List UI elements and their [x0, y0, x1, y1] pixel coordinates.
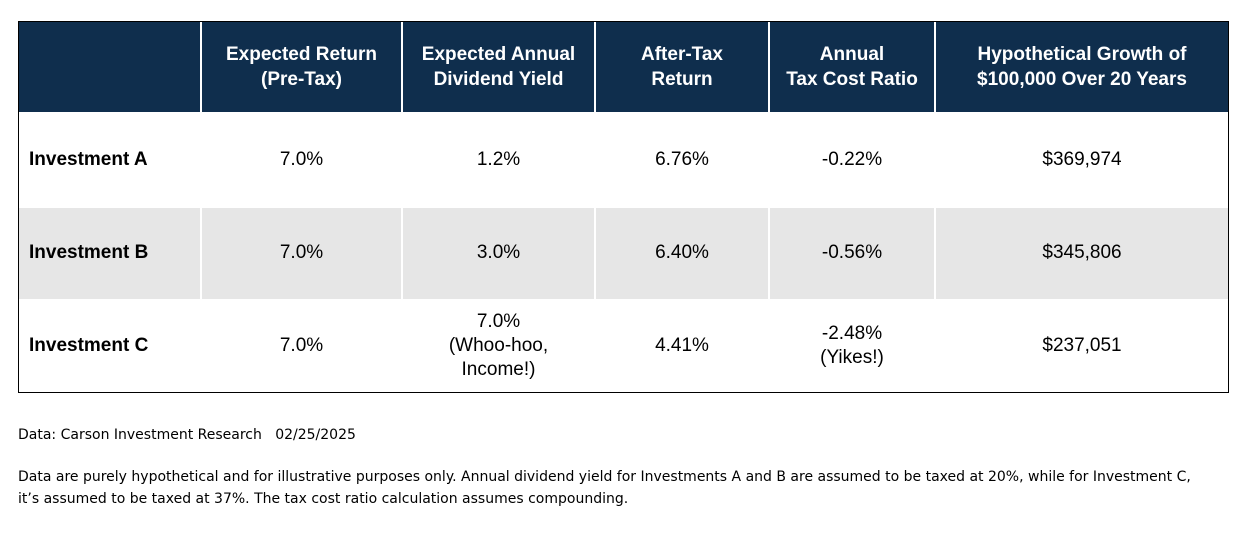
cell-dividend-yield: 3.0% — [401, 207, 595, 300]
cell-value: -2.48% — [821, 322, 883, 344]
cell-value: 6.76% — [655, 148, 709, 170]
cell-value: 1.2% — [476, 148, 521, 170]
cell-note: (Whoo-hoo, — [448, 334, 549, 356]
cell-dividend-yield: 7.0% (Whoo-hoo, Income!) — [401, 299, 595, 392]
cell-expected-return: 7.0% — [200, 112, 402, 208]
cell-tax-cost-ratio: -0.56% — [768, 207, 935, 300]
disclaimer-line-2: it’s assumed to be taxed at 37%. The tax… — [18, 491, 629, 507]
cell-hypothetical-growth: $237,051 — [934, 299, 1228, 392]
header-hypothetical-growth: Hypothetical Growth of $100,000 Over 20 … — [934, 22, 1228, 112]
header-text: Dividend Yield — [433, 69, 564, 90]
header-expected-return: Expected Return (Pre-Tax) — [200, 22, 402, 112]
header-dividend-yield: Expected Annual Dividend Yield — [401, 22, 595, 112]
cell-after-tax-return: 6.76% — [594, 112, 769, 208]
header-row: Expected Return (Pre-Tax) Expected Annua… — [19, 22, 1228, 112]
cell-value: $345,806 — [1042, 242, 1122, 264]
cell-value: 3.0% — [476, 242, 521, 264]
header-text: Expected Annual — [421, 44, 576, 65]
row-label: Investment C — [19, 299, 201, 392]
cell-expected-return: 7.0% — [200, 207, 402, 300]
cell-after-tax-return: 4.41% — [594, 299, 769, 392]
row-label: Investment A — [19, 112, 201, 208]
cell-note: (Yikes!) — [820, 346, 884, 368]
cell-value: 7.0% — [476, 310, 521, 332]
cell-tax-cost-ratio: -2.48% (Yikes!) — [768, 299, 935, 392]
header-text: Expected Return — [226, 44, 377, 65]
comparison-table-frame: Expected Return (Pre-Tax) Expected Annua… — [18, 21, 1229, 393]
cell-note: Income!) — [461, 358, 536, 380]
cell-dividend-yield: 1.2% — [401, 112, 595, 208]
cell-value: -0.56% — [821, 242, 883, 264]
cell-after-tax-return: 6.40% — [594, 207, 769, 300]
header-text: Annual — [819, 44, 885, 65]
header-tax-cost-ratio: Annual Tax Cost Ratio — [768, 22, 935, 112]
table-row-investment-c: Investment C 7.0% 7.0% (Whoo-hoo, Income… — [19, 299, 1228, 392]
cell-value: 7.0% — [279, 148, 324, 170]
cell-value: 7.0% — [279, 334, 324, 356]
comparison-table: Expected Return (Pre-Tax) Expected Annua… — [19, 22, 1228, 392]
header-after-tax-return: After-Tax Return — [594, 22, 769, 112]
header-text: $100,000 Over 20 Years — [977, 69, 1187, 90]
disclaimer-line-1: Data are purely hypothetical and for ill… — [18, 469, 1191, 485]
cell-value: 4.41% — [655, 334, 709, 356]
header-cell-empty — [19, 22, 201, 112]
table-row-investment-a: Investment A 7.0% 1.2% 6.76% -0.22% $369… — [19, 112, 1228, 208]
cell-value: $237,051 — [1042, 334, 1122, 356]
cell-hypothetical-growth: $369,974 — [934, 112, 1228, 208]
header-text: (Pre-Tax) — [261, 69, 342, 90]
cell-value: -0.22% — [821, 148, 883, 170]
cell-value: 7.0% — [279, 242, 324, 264]
cell-expected-return: 7.0% — [200, 299, 402, 392]
cell-value: 6.40% — [655, 242, 709, 264]
cell-tax-cost-ratio: -0.22% — [768, 112, 935, 208]
row-label: Investment B — [19, 207, 201, 300]
cell-value: $369,974 — [1042, 148, 1122, 170]
table-row-investment-b: Investment B 7.0% 3.0% 6.40% -0.56% $345… — [19, 207, 1228, 300]
header-text: Hypothetical Growth of — [977, 44, 1187, 65]
header-text: Return — [651, 69, 713, 90]
data-source-note: Data: Carson Investment Research 02/25/2… — [18, 427, 356, 443]
header-text: Tax Cost Ratio — [786, 69, 918, 90]
cell-hypothetical-growth: $345,806 — [934, 207, 1228, 300]
header-text: After-Tax — [641, 44, 723, 65]
